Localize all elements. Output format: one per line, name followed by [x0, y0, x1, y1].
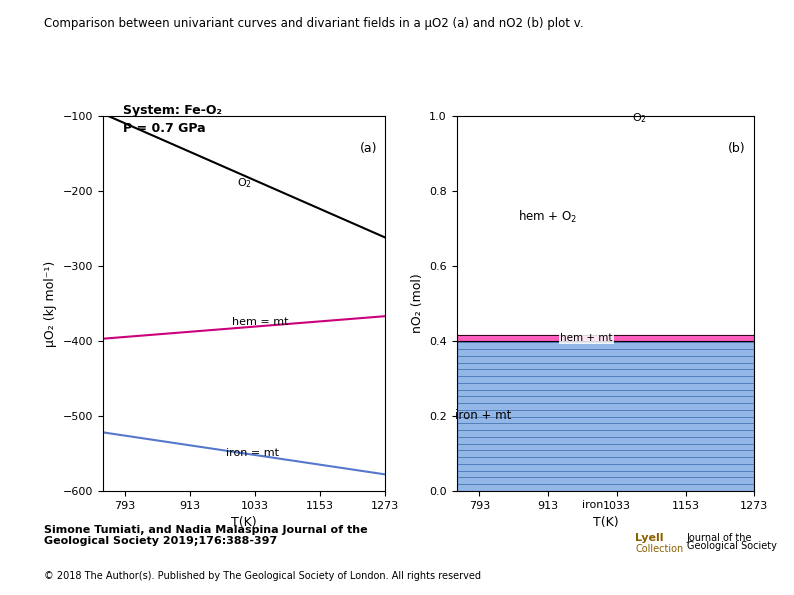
Text: iron + mt: iron + mt [455, 409, 511, 422]
Text: (a): (a) [360, 142, 377, 155]
Text: hem + mt: hem + mt [561, 333, 613, 343]
Text: O$_2$: O$_2$ [632, 111, 647, 125]
Text: hem = mt: hem = mt [232, 317, 288, 327]
Text: Geological Society: Geological Society [687, 541, 777, 552]
Text: Lyell: Lyell [635, 533, 664, 543]
Text: Journal of the: Journal of the [687, 533, 752, 543]
Text: (b): (b) [727, 142, 745, 155]
X-axis label: T(K): T(K) [592, 516, 619, 529]
Text: iron: iron [581, 500, 603, 511]
Text: iron = mt: iron = mt [226, 449, 279, 458]
Text: System: Fe-O₂: System: Fe-O₂ [123, 104, 222, 117]
Y-axis label: μO₂ (kJ mol⁻¹): μO₂ (kJ mol⁻¹) [44, 261, 57, 346]
Text: Comparison between univariant curves and divariant fields in a μO2 (a) and nO2 (: Comparison between univariant curves and… [44, 17, 584, 30]
Text: © 2018 The Author(s). Published by The Geological Society of London. All rights : © 2018 The Author(s). Published by The G… [44, 571, 480, 581]
Text: O$_2$: O$_2$ [237, 176, 252, 190]
Text: Simone Tumiati, and Nadia Malaspina Journal of the
Geological Society 2019;176:3: Simone Tumiati, and Nadia Malaspina Jour… [44, 525, 368, 546]
Text: Collection: Collection [635, 544, 684, 555]
Text: hem + O$_2$: hem + O$_2$ [518, 209, 577, 226]
Text: P = 0.7 GPa: P = 0.7 GPa [123, 122, 206, 135]
Y-axis label: nO₂ (mol): nO₂ (mol) [410, 274, 423, 333]
X-axis label: T(K): T(K) [231, 516, 257, 529]
